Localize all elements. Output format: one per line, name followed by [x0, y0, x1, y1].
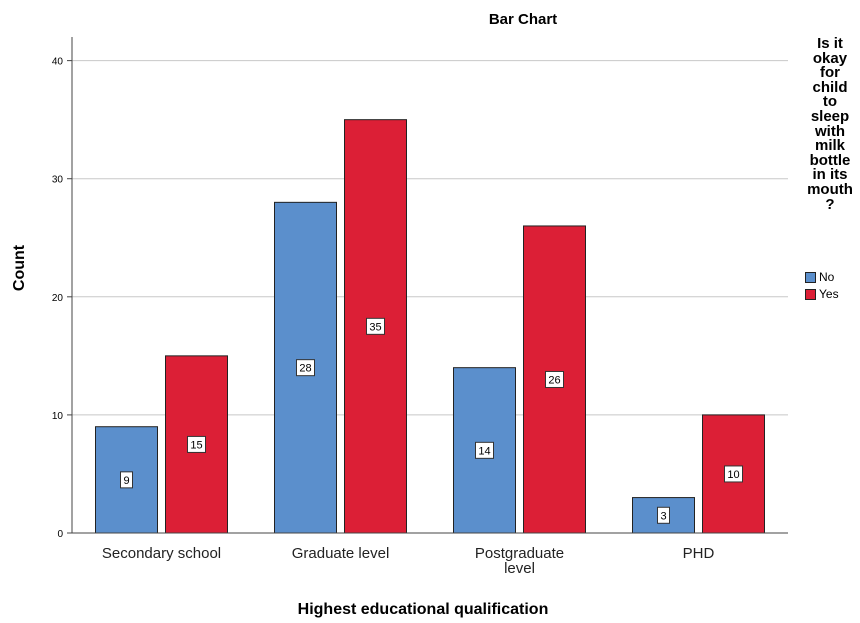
- y-tick-label: 30: [52, 175, 64, 186]
- data-label: 26: [548, 374, 560, 386]
- legend-title-line: mouth: [807, 180, 853, 198]
- data-label: 28: [299, 363, 311, 375]
- legend-swatch-yes: [805, 288, 816, 300]
- legend-title-line: for: [820, 64, 840, 82]
- legend-title-line: ?: [825, 195, 835, 213]
- x-tick-label: PHD: [683, 545, 715, 562]
- data-label: 10: [727, 469, 739, 481]
- data-label-box: [120, 471, 133, 489]
- legend-title-line: to: [822, 93, 838, 111]
- legend-title-line: okay: [812, 49, 848, 67]
- legend-title-line: sleep: [810, 107, 850, 125]
- y-tick-label: 20: [52, 293, 64, 304]
- legend-swatch-no: [805, 271, 816, 283]
- chart-title: Bar Chart: [489, 11, 557, 28]
- legend-title-line: bottle: [809, 151, 851, 169]
- legend-label-no: No: [819, 270, 835, 284]
- data-label: 14: [478, 445, 490, 457]
- legend-title-line: child: [812, 78, 848, 96]
- data-label: 35: [369, 321, 381, 333]
- data-label: 15: [190, 439, 202, 451]
- x-tick-label: Secondary school: [102, 545, 221, 562]
- y-tick-label: 0: [57, 529, 63, 540]
- data-label-box: [187, 435, 206, 453]
- y-tick-label: 40: [52, 57, 64, 68]
- data-label-box: [545, 370, 564, 388]
- legend-title-line: with: [815, 122, 845, 140]
- legend-title: Is it okay for child to sleep with milk bottle in…: [797, 35, 860, 213]
- data-label: 3: [660, 510, 666, 522]
- x-tick-label: Graduate level: [292, 545, 390, 562]
- x-tick-label: level: [504, 560, 535, 577]
- y-axis-title: Count: [11, 244, 28, 291]
- legend-title-line: milk: [814, 137, 845, 155]
- legend-item-no: No: [805, 270, 834, 284]
- legend-item-yes: Yes: [805, 287, 839, 301]
- data-label-box: [475, 441, 494, 459]
- data-label: 9: [123, 475, 129, 487]
- legend-title-line: in its: [812, 166, 848, 184]
- data-label-box: [366, 317, 385, 335]
- x-tick-label: Postgraduate: [475, 545, 564, 562]
- data-label-box: [657, 506, 670, 524]
- data-label-box: [296, 359, 315, 377]
- data-label-box: [724, 465, 743, 483]
- legend-label-yes: Yes: [819, 287, 839, 301]
- legend-title-line: Is it: [817, 35, 843, 52]
- x-axis-title: Highest educational qualification: [298, 601, 549, 618]
- y-tick-label: 10: [52, 411, 64, 422]
